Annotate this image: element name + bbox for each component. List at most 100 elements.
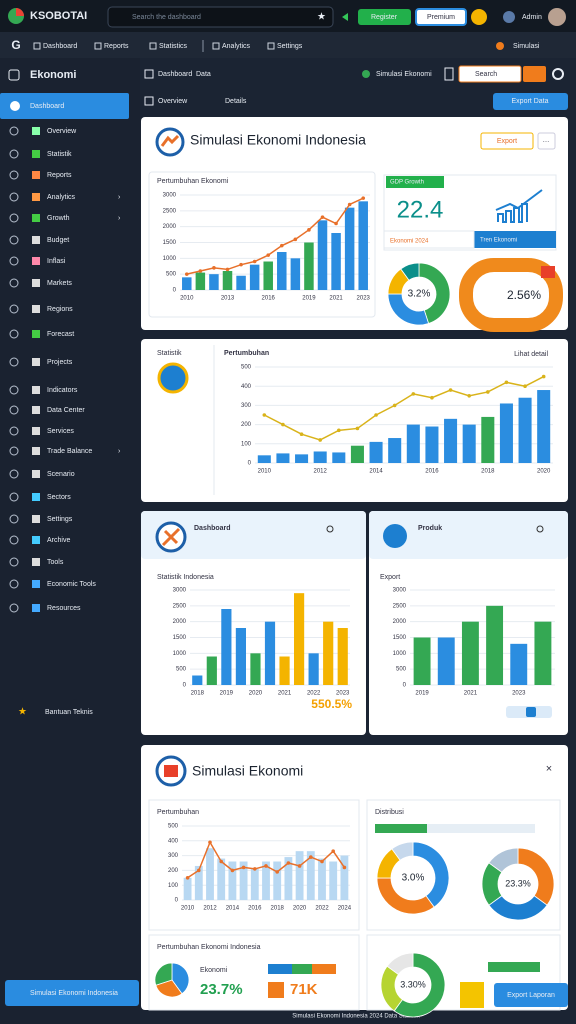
report-button[interactable] [494, 983, 568, 1007]
bar [276, 453, 290, 463]
premium-button[interactable] [415, 8, 467, 26]
sidebar-item[interactable]: Archive [47, 537, 70, 544]
card-title: Simulasi Ekonomi Indonesia [190, 132, 366, 148]
sidebar-icon [9, 426, 19, 436]
sidebar-active[interactable] [0, 93, 129, 119]
x-tick-label: 2021 [278, 691, 292, 697]
card-export[interactable] [480, 132, 534, 150]
register-button[interactable] [358, 9, 411, 25]
sidebar-item[interactable]: Data Center [47, 407, 85, 414]
bar [329, 861, 338, 900]
sidebar-item[interactable]: Growth [47, 215, 70, 222]
sidebar-item[interactable]: Trade Balance [47, 448, 92, 455]
sidebar-item[interactable]: Tools [47, 559, 64, 566]
toolbar-view[interactable]: Overview [158, 98, 188, 105]
nav-item[interactable]: Analytics [222, 43, 251, 50]
toolbar-home[interactable]: Dashboard [158, 71, 192, 78]
sidebar-item[interactable]: Reports [47, 172, 72, 179]
sidebar-item[interactable]: Statistik [47, 151, 72, 158]
card-more[interactable]: Lihat detail [514, 351, 548, 358]
toolbar-filter[interactable]: Simulasi Ekonomi [376, 71, 432, 78]
bar [313, 451, 327, 463]
card-icon [164, 765, 178, 777]
gauge-label: 2.56% [507, 288, 541, 302]
sidebar-icon [32, 386, 40, 394]
line-point [230, 868, 235, 873]
sidebar-item[interactable]: Settings [47, 516, 73, 523]
close-button[interactable]: × [546, 763, 552, 775]
sidebar-item[interactable]: Analytics [47, 194, 76, 201]
export-button[interactable] [493, 93, 568, 110]
line-point [331, 849, 336, 853]
search-button[interactable] [523, 66, 546, 82]
sidebar-item[interactable]: Projects [47, 359, 73, 366]
bar [294, 593, 305, 685]
more-button[interactable] [537, 132, 556, 150]
line-point [430, 395, 434, 400]
arrow-icon[interactable] [342, 13, 348, 21]
bar [413, 637, 431, 685]
star-icon[interactable]: ★ [317, 12, 326, 23]
sidebar-item[interactable]: Inflasi [47, 258, 66, 265]
nav-right[interactable]: Simulasi [513, 43, 540, 50]
sidebar-active-label: Dashboard [30, 103, 64, 110]
sidebar-icon [9, 213, 19, 223]
sidebar-item[interactable]: Indicators [47, 387, 78, 394]
y-tick-label: 2500 [173, 603, 187, 609]
line-point [355, 426, 360, 431]
slider-handle[interactable] [526, 707, 536, 717]
sidebar-item[interactable]: Budget [47, 237, 69, 244]
bar [388, 438, 402, 463]
sidebar-item[interactable]: Scenario [47, 471, 75, 478]
toolbar-search[interactable] [458, 65, 522, 83]
sidebar-item[interactable]: Forecast [47, 331, 74, 338]
footer: Simulasi Ekonomi Indonesia 2024 Data Sta… [292, 1014, 420, 1020]
notification-icon[interactable] [471, 9, 487, 25]
search-box[interactable] [107, 6, 334, 28]
progress [488, 962, 540, 972]
chevron: › [118, 215, 121, 222]
toolbar-details[interactable]: Details [225, 98, 247, 105]
avatar[interactable] [548, 8, 566, 26]
more-icon: … [543, 137, 550, 144]
sidebar-help[interactable]: Bantuan Teknis [45, 709, 93, 716]
user-icon[interactable] [503, 11, 515, 23]
sidebar-icon [9, 304, 19, 314]
nav-item[interactable]: Reports [104, 43, 129, 50]
sidebar-item[interactable]: Regions [47, 306, 73, 313]
nav-home[interactable]: G [11, 38, 20, 52]
sidebar-icon [32, 536, 40, 544]
search-icon[interactable] [536, 525, 544, 533]
sidebar-footer[interactable] [5, 980, 139, 1006]
sidebar-item[interactable]: Economic Tools [47, 581, 96, 588]
bar [239, 861, 248, 900]
nav-item[interactable]: Statistics [159, 43, 188, 50]
line-point [275, 870, 280, 874]
toolbar-tab[interactable]: Data [196, 71, 211, 78]
x-tick-label: 2019 [415, 691, 429, 697]
card [141, 339, 568, 502]
search-icon[interactable] [326, 525, 334, 533]
line-point [293, 237, 298, 242]
chart-title: Pertumbuhan Ekonomi [157, 178, 229, 185]
nav-item[interactable]: Settings [277, 43, 303, 50]
sidebar-item[interactable]: Resources [47, 605, 81, 612]
kpi-badge [386, 176, 444, 188]
sidebar-icon [9, 446, 19, 456]
bar [250, 653, 261, 685]
sidebar-item[interactable]: Sectors [47, 494, 71, 501]
progress [312, 964, 336, 974]
nav-item[interactable]: Dashboard [43, 43, 77, 50]
sidebar-item[interactable]: Services [47, 428, 74, 435]
settings-icon[interactable] [552, 68, 564, 80]
sidebar-icon [32, 214, 40, 222]
sidebar-item[interactable]: Markets [47, 280, 72, 287]
bar [534, 621, 552, 685]
line-point [281, 422, 285, 427]
sidebar-item[interactable]: Overview [47, 128, 77, 135]
sidebar-icon [32, 150, 40, 158]
bar [290, 258, 301, 290]
x-tick-label: 2016 [262, 296, 276, 302]
line-point [266, 253, 271, 257]
